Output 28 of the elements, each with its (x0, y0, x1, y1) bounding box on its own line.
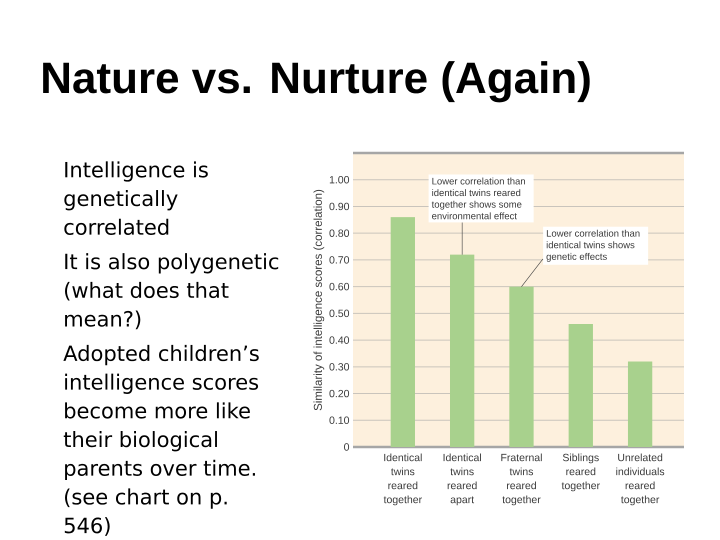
x-tick-label: Identical twins reared together (384, 454, 422, 506)
y-tick-label: 0.80 (329, 229, 350, 237)
bar (390, 217, 415, 447)
bar (509, 286, 534, 447)
y-tick-label: 0 (344, 443, 350, 451)
y-tick-label: 0.40 (329, 336, 350, 344)
x-tick-label: Fraternal twins reared together (501, 454, 542, 506)
y-tick-label: 0.60 (329, 282, 350, 290)
y-tick-label: 0.10 (329, 416, 350, 424)
y-tick-label: 0.90 (329, 202, 350, 210)
text: Intelligence is genetically correlated (64, 161, 208, 235)
x-tick-label: Unrelated individuals reared together (616, 454, 664, 506)
annotation: Lower correlation than identical twins reared together shows some environmental effect (432, 178, 525, 220)
y-tick-label: 0.20 (329, 390, 350, 398)
text: It is also polygenetic (what does that mean?) (65, 253, 278, 330)
bar (568, 324, 593, 447)
text: Adopted children’s intelligence scores become more like their biological parents over time. (see chart on p. 546) (63, 344, 259, 536)
y-tick-label: 0.50 (329, 310, 350, 318)
x-tick-label: Siblings reared together (562, 454, 600, 492)
y-tick-label: 0.70 (329, 256, 350, 264)
annotation: Lower correlation than identical twins shows genetic effects (546, 230, 640, 262)
chart-title: Nature vs. Nurture (Again) (43, 61, 590, 102)
y-tick-label: 1.00 (330, 176, 350, 184)
bar (450, 254, 474, 447)
y-tick-label: 0.30 (329, 363, 350, 371)
y-axis-title: Similarity of intelligence scores (correlation) (313, 190, 324, 410)
x-tick-label: Identical twins reared apart (444, 454, 481, 506)
bar (628, 361, 652, 447)
